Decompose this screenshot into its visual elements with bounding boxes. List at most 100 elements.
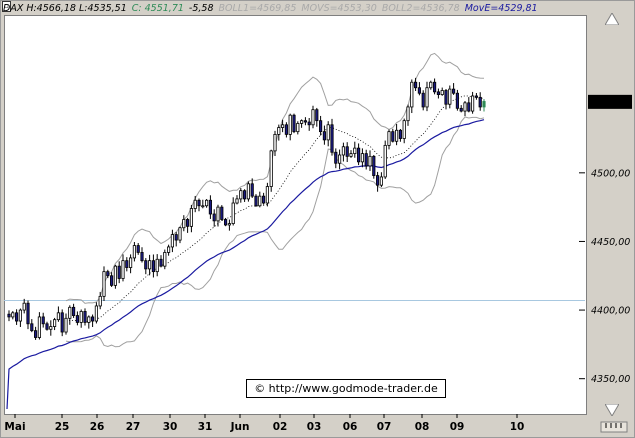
last-price-box-bg: [588, 94, 632, 109]
candle-body: [281, 124, 285, 128]
close-box-icon[interactable]: ▫: [2, 1, 11, 12]
candle-body: [452, 88, 456, 94]
candle-body: [182, 219, 186, 229]
candle: [49, 320, 53, 336]
candle-body: [193, 199, 197, 209]
candle: [235, 195, 239, 205]
candle: [429, 80, 433, 90]
candle-body: [98, 295, 102, 307]
candle-body: [338, 154, 342, 164]
scroll-up-triangle-icon[interactable]: [605, 13, 619, 25]
candle: [478, 92, 482, 111]
candle-body: [224, 219, 228, 226]
candle: [201, 199, 205, 209]
candle: [250, 178, 254, 199]
candle: [284, 122, 288, 138]
candle: [159, 255, 163, 268]
candle: [15, 309, 19, 325]
candle: [273, 130, 277, 157]
candle-body: [326, 124, 330, 141]
candle-body: [212, 213, 216, 222]
candle: [360, 148, 364, 168]
candle: [254, 194, 258, 207]
header-boll2: BOLL2=4536,78: [381, 3, 460, 14]
x-tick-label: 26: [90, 421, 105, 433]
candle: [205, 199, 209, 208]
candle-body: [250, 183, 254, 197]
candle-body: [15, 312, 19, 322]
candle: [319, 115, 323, 136]
candle: [383, 140, 387, 179]
candle-body: [136, 245, 140, 253]
candle: [406, 104, 410, 126]
candle: [376, 171, 380, 192]
candle-body: [300, 120, 304, 124]
candle: [224, 217, 228, 227]
candle: [288, 113, 292, 141]
x-tick-label: Jun: [230, 421, 250, 433]
candle-body: [425, 87, 429, 108]
candle-body: [163, 252, 167, 267]
candle-body: [349, 153, 353, 157]
candle-body: [216, 206, 220, 222]
candle-body: [246, 183, 250, 200]
candle: [148, 254, 152, 276]
candle: [357, 143, 361, 166]
boll1-line: [65, 52, 485, 304]
candle: [330, 118, 334, 156]
candle: [448, 85, 452, 109]
y-tick-label: 4400,00: [591, 306, 630, 317]
candle-body: [269, 150, 273, 187]
candle-body: [345, 146, 349, 157]
candle: [315, 107, 319, 127]
candle-body: [26, 302, 30, 325]
candle: [37, 312, 41, 340]
candle: [136, 243, 140, 255]
y-axis-ticks: 4350,00 4400,00 4450,00 4500,00: [579, 168, 630, 385]
ruler-icon[interactable]: [600, 420, 628, 434]
candle-body: [433, 81, 437, 93]
y-tick-label: 4500,00: [591, 168, 630, 179]
candle-body: [18, 309, 22, 322]
candle: [387, 129, 391, 150]
candle: [246, 181, 250, 202]
x-tick-label: 25: [55, 421, 70, 433]
candle: [155, 254, 159, 277]
candle: [7, 310, 11, 322]
candle: [98, 291, 102, 310]
candle: [338, 149, 342, 170]
copyright-label[interactable]: © http://www.godmode-trader.de: [246, 379, 446, 398]
candle: [368, 150, 372, 172]
candle-body: [262, 195, 266, 204]
candle: [417, 82, 421, 96]
candle: [26, 300, 30, 330]
candle: [425, 81, 429, 112]
candle-body: [159, 258, 163, 267]
candle-body: [53, 319, 57, 327]
candle: [311, 105, 315, 129]
candle-body: [315, 109, 319, 122]
candle-body: [341, 146, 345, 156]
candle: [22, 298, 26, 314]
scroll-down-triangle-icon[interactable]: [605, 404, 619, 416]
candle-body: [170, 234, 174, 248]
candle-body: [30, 323, 34, 332]
candle: [94, 302, 98, 324]
candle: [433, 78, 437, 95]
candle: [178, 226, 182, 244]
candle: [231, 197, 235, 226]
candle-body: [60, 312, 64, 333]
candle: [208, 195, 212, 219]
candle-body: [410, 81, 414, 108]
x-tick-label: 03: [307, 421, 322, 433]
x-tick-label: 09: [450, 421, 465, 433]
candle-body: [429, 81, 433, 89]
candle: [345, 142, 349, 163]
candle: [349, 150, 353, 158]
candle-body: [372, 155, 376, 176]
candle: [64, 313, 68, 335]
candle: [102, 266, 106, 302]
candle: [307, 117, 311, 131]
